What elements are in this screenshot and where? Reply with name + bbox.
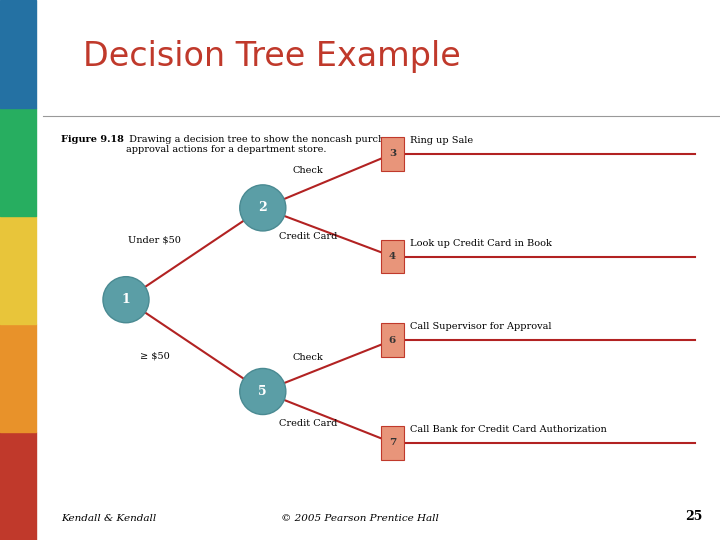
Text: 4: 4 (389, 252, 396, 261)
Bar (0, 0, 36, 108)
Text: Check: Check (293, 353, 323, 362)
Ellipse shape (103, 276, 149, 323)
Text: 7: 7 (389, 438, 396, 447)
Text: Credit Card: Credit Card (279, 232, 338, 241)
Bar (0, 324, 36, 432)
Text: Kendall & Kendall: Kendall & Kendall (61, 514, 156, 523)
Text: Call Supervisor for Approval: Call Supervisor for Approval (410, 322, 552, 331)
Text: 5: 5 (258, 385, 267, 398)
Text: Drawing a decision tree to show the noncash purchase
approval actions for a depa: Drawing a decision tree to show the nonc… (126, 135, 401, 154)
Text: Check: Check (293, 166, 323, 174)
Text: 25: 25 (685, 510, 702, 523)
Bar (0, 108, 36, 216)
Text: Call Bank for Credit Card Authorization: Call Bank for Credit Card Authorization (410, 425, 606, 434)
Text: Ring up Sale: Ring up Sale (410, 136, 473, 145)
Text: 3: 3 (389, 150, 396, 158)
Bar (0, 216, 36, 324)
Text: © 2005 Pearson Prentice Hall: © 2005 Pearson Prentice Hall (281, 514, 439, 523)
FancyBboxPatch shape (381, 426, 404, 460)
FancyBboxPatch shape (381, 240, 404, 273)
Bar (0, 432, 36, 540)
Text: Figure 9.18: Figure 9.18 (61, 135, 124, 144)
Text: Under $50: Under $50 (128, 236, 181, 245)
Ellipse shape (240, 185, 286, 231)
Text: Look up Credit Card in Book: Look up Credit Card in Book (410, 239, 552, 247)
FancyBboxPatch shape (381, 137, 404, 171)
Text: 1: 1 (122, 293, 130, 306)
Text: Decision Tree Example: Decision Tree Example (83, 40, 461, 73)
Text: ≥ $50: ≥ $50 (140, 352, 170, 361)
FancyBboxPatch shape (381, 323, 404, 357)
Text: Credit Card: Credit Card (279, 420, 338, 428)
Text: 6: 6 (389, 336, 396, 345)
Ellipse shape (240, 368, 286, 415)
Text: 2: 2 (258, 201, 267, 214)
